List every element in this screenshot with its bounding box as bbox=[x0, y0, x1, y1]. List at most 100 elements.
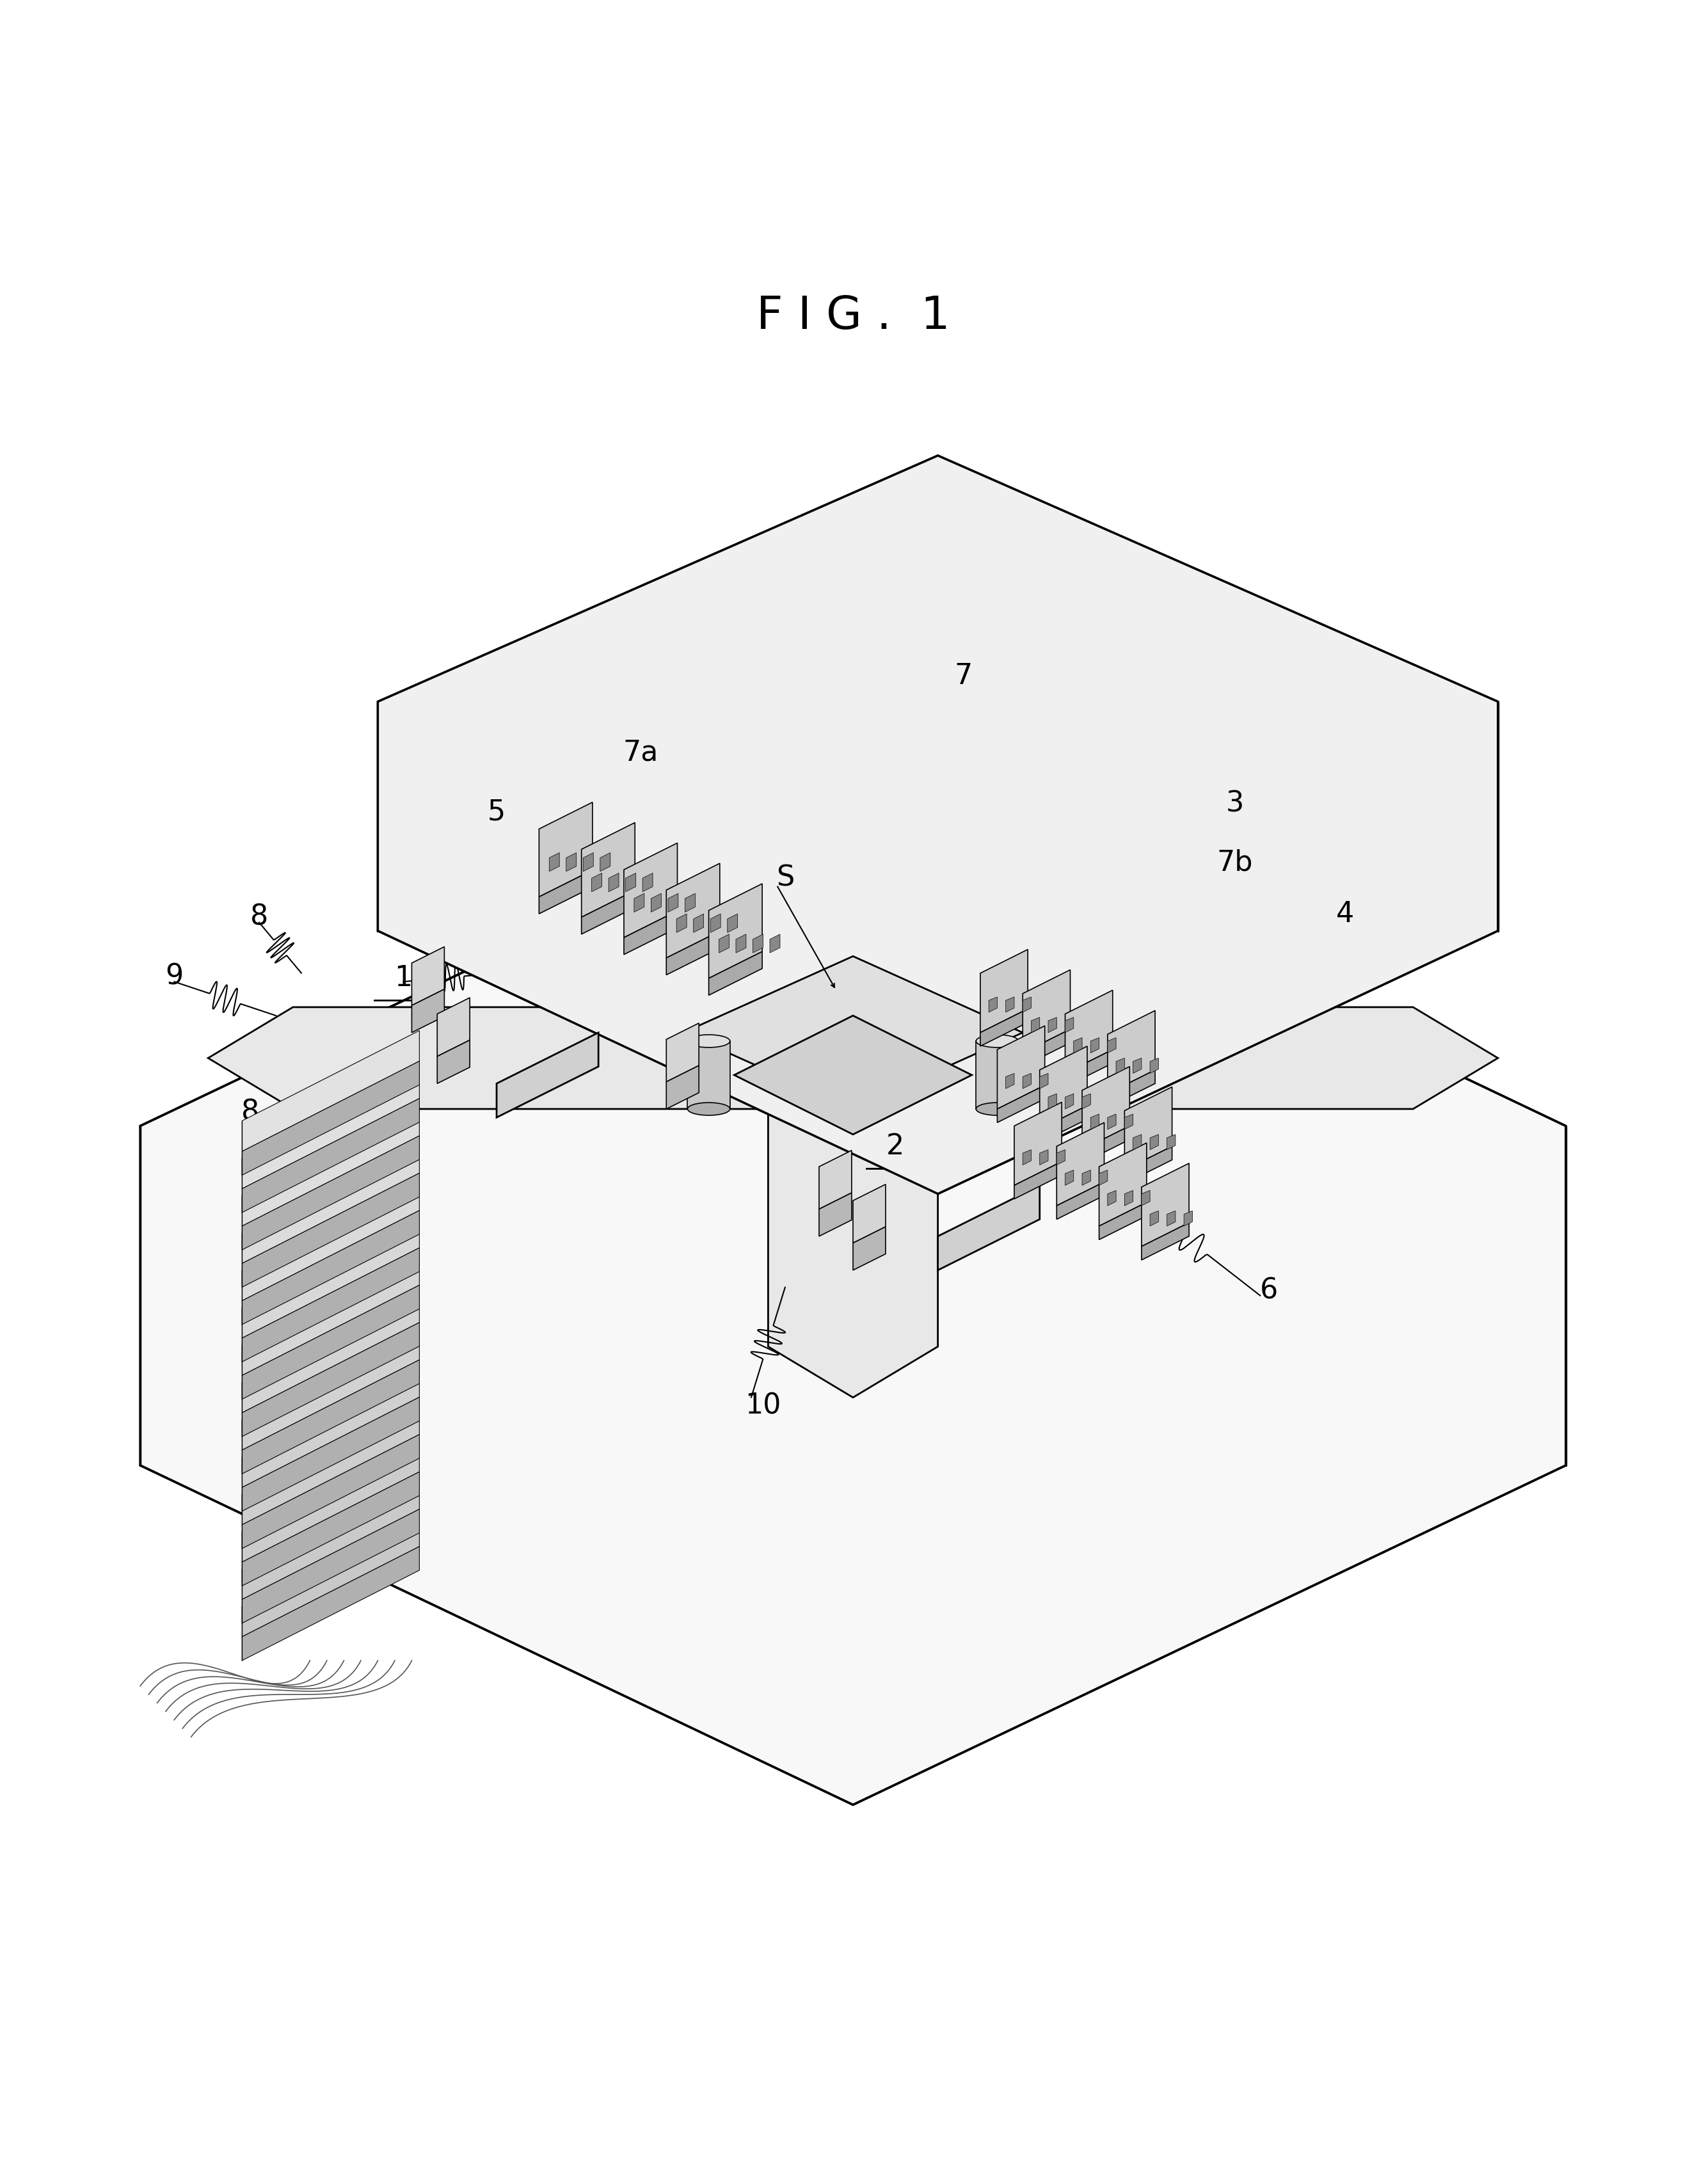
Polygon shape bbox=[1141, 1190, 1150, 1206]
Text: 7b: 7b bbox=[1216, 850, 1252, 876]
Polygon shape bbox=[496, 1033, 599, 1118]
Text: 2: 2 bbox=[887, 1133, 904, 1160]
Polygon shape bbox=[677, 913, 688, 933]
Polygon shape bbox=[1082, 1066, 1129, 1149]
Polygon shape bbox=[819, 1192, 851, 1236]
Polygon shape bbox=[1022, 1029, 1070, 1066]
Polygon shape bbox=[1082, 1127, 1129, 1164]
Polygon shape bbox=[592, 874, 602, 891]
Polygon shape bbox=[583, 852, 594, 871]
Polygon shape bbox=[1141, 1223, 1189, 1260]
Text: 9: 9 bbox=[165, 963, 183, 989]
Polygon shape bbox=[710, 913, 720, 933]
Polygon shape bbox=[242, 1179, 420, 1302]
Polygon shape bbox=[1107, 1070, 1155, 1107]
Polygon shape bbox=[1099, 1171, 1107, 1186]
Polygon shape bbox=[242, 1105, 420, 1225]
Polygon shape bbox=[1039, 1072, 1047, 1088]
Polygon shape bbox=[989, 996, 998, 1011]
Text: 10: 10 bbox=[746, 1391, 781, 1420]
Polygon shape bbox=[853, 1184, 885, 1243]
Polygon shape bbox=[242, 1136, 420, 1249]
Polygon shape bbox=[242, 1142, 420, 1262]
Polygon shape bbox=[1133, 1133, 1141, 1149]
Polygon shape bbox=[549, 852, 560, 871]
Polygon shape bbox=[1056, 1149, 1065, 1164]
Polygon shape bbox=[1073, 1037, 1082, 1053]
Polygon shape bbox=[1065, 1094, 1073, 1109]
Polygon shape bbox=[1184, 1210, 1192, 1225]
Polygon shape bbox=[981, 950, 1027, 1033]
Polygon shape bbox=[981, 1009, 1027, 1046]
Polygon shape bbox=[1047, 1094, 1056, 1109]
Polygon shape bbox=[1124, 1114, 1133, 1129]
Polygon shape bbox=[752, 935, 763, 952]
Polygon shape bbox=[242, 1216, 420, 1339]
Polygon shape bbox=[1065, 1051, 1112, 1088]
Polygon shape bbox=[669, 893, 679, 913]
Polygon shape bbox=[242, 1254, 420, 1376]
Polygon shape bbox=[624, 843, 677, 937]
Polygon shape bbox=[377, 456, 1498, 1195]
Polygon shape bbox=[242, 1546, 420, 1660]
Polygon shape bbox=[1167, 1210, 1175, 1225]
Text: F I G .  1: F I G . 1 bbox=[756, 295, 950, 339]
Ellipse shape bbox=[976, 1103, 1018, 1116]
Polygon shape bbox=[1141, 1164, 1189, 1247]
Polygon shape bbox=[242, 1099, 420, 1212]
Polygon shape bbox=[566, 852, 577, 871]
Polygon shape bbox=[242, 1330, 420, 1450]
Polygon shape bbox=[1065, 989, 1112, 1072]
Polygon shape bbox=[1124, 1147, 1172, 1184]
Polygon shape bbox=[1099, 1142, 1146, 1225]
Text: 1: 1 bbox=[394, 965, 413, 992]
Polygon shape bbox=[242, 1210, 420, 1324]
Text: 8: 8 bbox=[242, 1099, 259, 1127]
Polygon shape bbox=[1107, 1011, 1155, 1094]
Polygon shape bbox=[1065, 1171, 1073, 1186]
Polygon shape bbox=[1039, 1046, 1087, 1129]
Polygon shape bbox=[1133, 1057, 1141, 1072]
Polygon shape bbox=[1082, 1171, 1090, 1186]
Polygon shape bbox=[667, 930, 720, 974]
Polygon shape bbox=[242, 1367, 420, 1487]
Polygon shape bbox=[1039, 1149, 1047, 1164]
Polygon shape bbox=[1082, 1094, 1090, 1109]
Polygon shape bbox=[1167, 1133, 1175, 1149]
Polygon shape bbox=[624, 911, 677, 954]
Polygon shape bbox=[1015, 1162, 1061, 1199]
Polygon shape bbox=[1116, 1057, 1124, 1072]
Polygon shape bbox=[1065, 1018, 1073, 1033]
Polygon shape bbox=[1030, 1018, 1039, 1033]
Text: 4: 4 bbox=[1336, 900, 1355, 928]
Polygon shape bbox=[242, 1479, 420, 1599]
Polygon shape bbox=[242, 1361, 420, 1474]
Polygon shape bbox=[437, 1040, 469, 1083]
Polygon shape bbox=[769, 935, 780, 952]
Polygon shape bbox=[1056, 1123, 1104, 1206]
Polygon shape bbox=[1090, 1037, 1099, 1053]
Polygon shape bbox=[1022, 996, 1030, 1011]
Ellipse shape bbox=[976, 1035, 1018, 1048]
Polygon shape bbox=[998, 1085, 1044, 1123]
Polygon shape bbox=[411, 946, 444, 1005]
Polygon shape bbox=[582, 891, 635, 935]
Polygon shape bbox=[1047, 1018, 1056, 1033]
Polygon shape bbox=[1107, 1114, 1116, 1129]
Polygon shape bbox=[1056, 1182, 1104, 1219]
Polygon shape bbox=[652, 893, 662, 913]
Polygon shape bbox=[686, 893, 694, 913]
Polygon shape bbox=[735, 935, 746, 952]
Polygon shape bbox=[643, 874, 653, 891]
Polygon shape bbox=[684, 957, 1022, 1109]
Polygon shape bbox=[609, 874, 619, 891]
Polygon shape bbox=[1090, 1114, 1099, 1129]
Text: 8: 8 bbox=[251, 904, 268, 930]
Polygon shape bbox=[582, 823, 635, 917]
Polygon shape bbox=[437, 998, 469, 1057]
Text: 7a: 7a bbox=[623, 738, 659, 767]
Polygon shape bbox=[1150, 1057, 1158, 1072]
Polygon shape bbox=[1107, 1190, 1116, 1206]
Polygon shape bbox=[242, 1284, 420, 1400]
Polygon shape bbox=[1150, 1133, 1158, 1149]
